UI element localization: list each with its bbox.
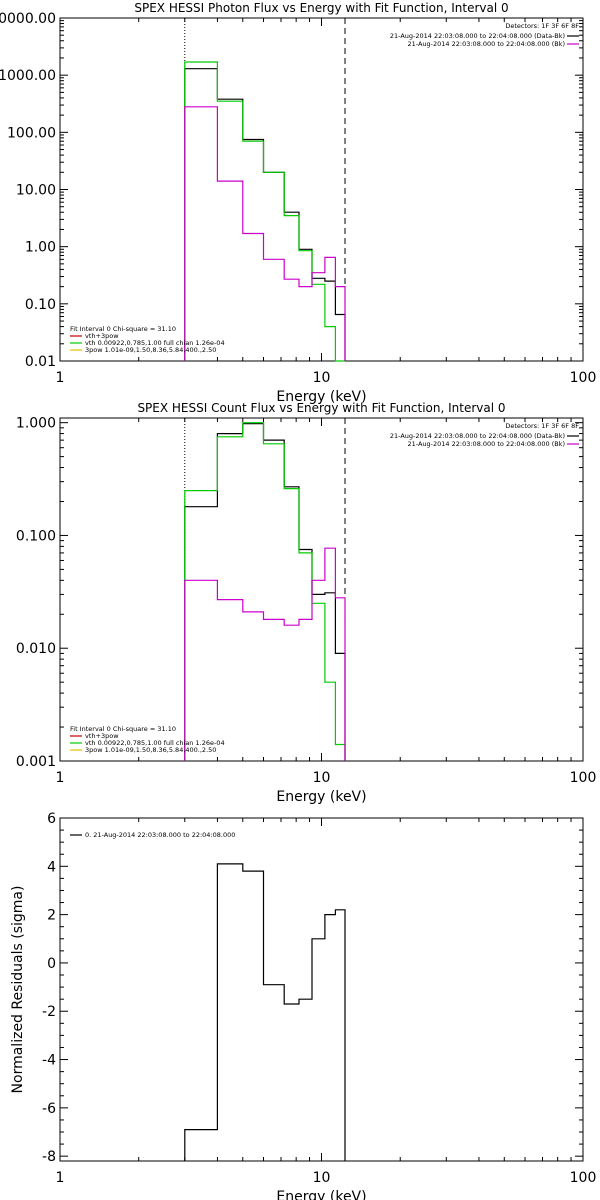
chart-2: SPEX HESSI Count Flux vs Energy with Fit… [16, 401, 596, 805]
series-1-histogram [184, 863, 346, 1161]
chart-title: SPEX HESSI Count Flux vs Energy with Fit… [137, 401, 505, 415]
legend-bottom-text: vth+3pow [85, 732, 119, 740]
y-tick-label: 0.001 [16, 754, 56, 770]
series-2-histogram [184, 61, 345, 362]
x-tick-label: 1 [56, 770, 65, 786]
legend-top-text: 21-Aug-2014 22:03:08.000 to 22:04:08.000… [390, 32, 565, 40]
fit-info-label: Fit Interval 0 Chi-square = 31.10 [70, 725, 176, 733]
plot-frame [59, 17, 584, 362]
legend-bottom-text: 3pow 1.01e-09,1.50,8.36,5.84,400.,2.50 [85, 346, 216, 354]
y-tick-label: 4 [47, 859, 56, 875]
x-tick-label: 100 [570, 1170, 597, 1186]
legend-bottom-text: vth 0.00922,0.785,1.00 full chian 1.26e-… [85, 739, 225, 747]
y-axis-label: Normalized Residuals (sigma) [10, 886, 26, 1094]
y-tick-label: -8 [42, 1149, 56, 1165]
y-tick-label: 0.10 [25, 297, 56, 313]
fit-info-label: Fit Interval 0 Chi-square = 31.10 [70, 325, 176, 333]
y-tick-label: 0000.00 [0, 11, 56, 27]
x-axis-label: Energy (keV) [276, 1189, 366, 1200]
x-tick-label: 1 [56, 370, 65, 386]
y-tick-label: -4 [42, 1053, 56, 1069]
plot-frame [59, 417, 584, 762]
legend-bottom-text: vth+3pow [85, 332, 119, 340]
legend-top-text: 0. 21-Aug-2014 22:03:08.000 to 22:04:08.… [85, 831, 235, 839]
y-tick-label: 0.100 [16, 528, 56, 544]
y-tick-label: 0.010 [16, 641, 56, 657]
series-3-histogram [184, 106, 346, 361]
legend-bottom-text: 3pow 1.01e-09,1.50,8.36,5.84,400.,2.50 [85, 746, 216, 754]
x-axis-label: Energy (keV) [276, 389, 366, 405]
series-3-histogram [184, 547, 346, 761]
detectors-label: Detectors: 1F 3F 6F 8F [505, 422, 579, 430]
y-tick-label: -6 [42, 1101, 56, 1117]
x-tick-label: 100 [570, 370, 597, 386]
series-1-histogram [184, 423, 346, 761]
y-tick-label: 1000.00 [0, 68, 56, 84]
legend-top-text: 21-Aug-2014 22:03:08.000 to 22:04:08.000… [408, 440, 565, 448]
series-2-histogram [184, 422, 346, 761]
chart-3: 1 10 100 Energy (keV) -8 -6 -4 -2 0 2 4 6 Normalized… [10, 811, 596, 1200]
x-tick-label: 1 [56, 1170, 65, 1186]
y-tick-label: 1.000 [16, 416, 56, 432]
detectors-label: Detectors: 1F 3F 6F 8F [505, 22, 579, 30]
y-tick-label: 6 [47, 811, 56, 827]
series-1-histogram [184, 68, 346, 361]
y-tick-label: 10.00 [16, 183, 56, 199]
x-tick-label: 100 [570, 770, 597, 786]
chart-1: SPEX HESSI Photon Flux vs Energy with Fi… [0, 1, 596, 405]
y-tick-label: 2 [47, 908, 56, 924]
y-tick-label: -2 [42, 1004, 56, 1020]
x-tick-label: 10 [313, 370, 331, 386]
legend-top-text: 21-Aug-2014 22:03:08.000 to 22:04:08.000… [408, 40, 565, 48]
x-axis-label: Energy (keV) [276, 789, 366, 805]
plot-frame [59, 817, 584, 1162]
x-tick-label: 10 [313, 770, 331, 786]
legend-top-text: 21-Aug-2014 22:03:08.000 to 22:04:08.000… [390, 432, 565, 440]
y-tick-label: 100.00 [7, 125, 56, 141]
y-tick-label: 1.00 [25, 240, 56, 256]
y-tick-label: 0 [47, 956, 56, 972]
legend-bottom-text: vth 0.00922,0.785,1.00 full chian 1.26e-… [85, 339, 225, 347]
y-tick-label: 0.01 [25, 354, 56, 370]
chart-title: SPEX HESSI Photon Flux vs Energy with Fi… [134, 1, 508, 15]
x-tick-label: 10 [313, 1170, 331, 1186]
